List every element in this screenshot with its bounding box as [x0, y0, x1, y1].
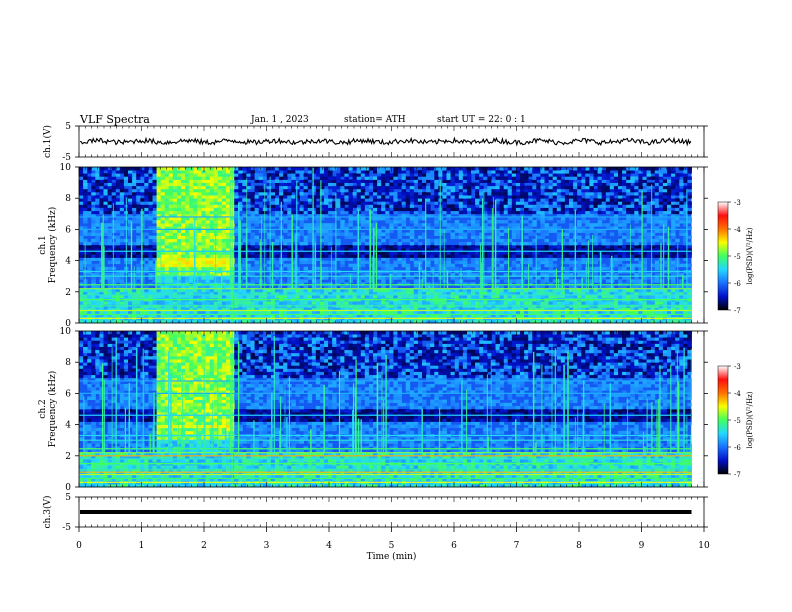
x-tick-label: 2	[201, 541, 207, 551]
colorbar-bar	[717, 365, 729, 475]
y-tick-label: 0	[65, 319, 71, 329]
colorbar-tick-label: -6	[734, 280, 741, 288]
colorbar-tick-label: -5	[734, 417, 741, 425]
x-tick-label: 9	[639, 541, 645, 551]
spectrogram-sferics	[84, 167, 688, 291]
x-tick-label: 1	[139, 541, 145, 551]
x-tick-label: 5	[389, 541, 395, 551]
x-tick-label: 7	[514, 541, 520, 551]
y-tick-label: 2	[65, 288, 71, 298]
y-tick-label: 10	[60, 163, 72, 173]
y-tick-label: 8	[65, 358, 71, 368]
y-tick-label: 4	[65, 421, 71, 431]
colorbar-tick-label: -7	[734, 471, 741, 479]
colorbar-tick-label: -3	[734, 363, 741, 371]
y-tick-label: 5	[65, 493, 71, 503]
y-tick-label: 6	[65, 389, 71, 399]
colorbar-ch1	[717, 201, 731, 311]
x-tick-label: 10	[698, 541, 710, 551]
colorbar-tick-label: -4	[734, 390, 741, 398]
ch1-waveform	[79, 136, 692, 147]
y-tick-label: 2	[65, 452, 71, 462]
y-tick-label: 0	[65, 483, 71, 493]
colorbar-tick-label: -4	[734, 226, 741, 234]
y-axis-label: ch.1(V)	[42, 125, 53, 158]
date-label: Jan. 1 , 2023	[251, 115, 309, 125]
colorbar-label: log(PSD)(V²/Hz)	[746, 227, 754, 284]
y-axis-label: ch.2	[38, 399, 48, 418]
y-tick-label: 5	[65, 122, 71, 132]
x-tick-label: 8	[576, 541, 582, 551]
y-axis-label: ch.1	[38, 235, 48, 254]
y-tick-label: 10	[60, 327, 72, 337]
x-tick-label: 4	[326, 541, 332, 551]
colorbar-bar	[717, 201, 729, 311]
x-tick-label: 6	[451, 541, 457, 551]
station-label: station= ATH	[344, 115, 406, 125]
y-axis-label: ch.3(V)	[42, 496, 53, 529]
y-axis-label: Frequency (kHz)	[47, 207, 58, 284]
y-tick-label: 6	[65, 225, 71, 235]
spectrogram-cells	[79, 331, 692, 488]
spectrogram-ch1	[79, 167, 692, 324]
colorbar-ch2	[717, 365, 731, 475]
colorbar-tick-label: -6	[734, 444, 741, 452]
x-axis-label: Time (min)	[367, 551, 417, 562]
start-ut-label: start UT = 22: 0 : 1	[437, 115, 526, 125]
chart-title: VLF Spectra	[80, 113, 150, 126]
y-tick-label: 8	[65, 194, 71, 204]
x-tick-label: 3	[264, 541, 270, 551]
y-tick-label: -5	[62, 153, 71, 163]
y-tick-label: 4	[65, 257, 71, 267]
x-tick-label: 0	[76, 541, 82, 551]
colorbar-label: log(PSD)(V²/Hz)	[746, 391, 754, 448]
spectrogram-sferics	[83, 336, 692, 456]
y-axis-label: Frequency (kHz)	[47, 371, 58, 448]
y-tick-label: -5	[62, 523, 71, 533]
colorbar-tick-label: -5	[734, 253, 741, 261]
spectrogram-ch2	[79, 331, 692, 488]
colorbar-tick-label: -7	[734, 307, 741, 315]
colorbar-tick-label: -3	[734, 199, 741, 207]
